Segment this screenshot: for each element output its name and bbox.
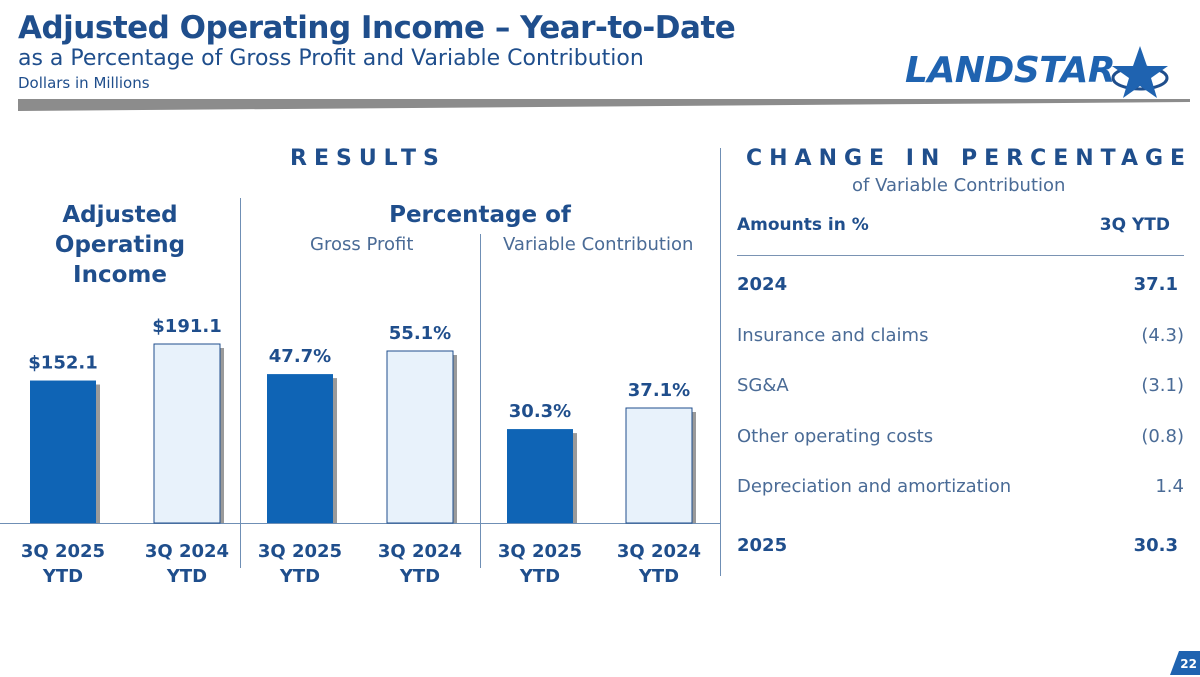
page-number: 22	[1170, 651, 1200, 675]
row-label: 2024	[737, 274, 788, 295]
income-group-title: Adjusted Operating Income	[54, 202, 186, 288]
table-rule	[737, 255, 1184, 256]
row-value: (4.3)	[1141, 324, 1184, 346]
change-table-header: Amounts in % 3Q YTD	[737, 205, 1184, 245]
bar	[30, 380, 96, 523]
row-value: (0.8)	[1141, 425, 1184, 447]
bar	[267, 374, 333, 523]
separator-change	[720, 148, 721, 576]
change-table-row: Insurance and claims (4.3)	[737, 313, 1184, 364]
row-value: (3.1)	[1141, 375, 1184, 396]
star-icon	[1111, 46, 1169, 98]
header-divider	[18, 99, 1190, 111]
change-table-row: Depreciation and amortization 1.4	[737, 464, 1184, 515]
units-note: Dollars in Millions	[18, 74, 150, 92]
page-subtitle: as a Percentage of Gross Profit and Vari…	[18, 46, 644, 71]
row-label: Insurance and claims	[737, 324, 929, 346]
row-value: 37.1	[1133, 274, 1178, 295]
separator-percentage	[480, 234, 481, 568]
bar	[386, 350, 454, 524]
variable-contribution-subtitle: Variable Contribution	[503, 234, 694, 255]
bar-value-label: $152.1	[28, 353, 97, 374]
change-table-row: Other operating costs (0.8)	[737, 414, 1184, 465]
separator-income	[240, 198, 241, 568]
landstar-logo: LANDSTAR	[905, 44, 1177, 104]
percentage-group-title: Percentage of	[389, 202, 571, 228]
results-heading: RESULTS	[290, 146, 446, 171]
col-value: 3Q YTD	[1099, 215, 1170, 235]
row-value: 30.3	[1133, 534, 1178, 556]
category-label: 3Q 2025 YTD	[498, 541, 582, 587]
category-label: 3Q 2025 YTD	[258, 541, 342, 587]
bar-value-label: 55.1%	[389, 323, 451, 344]
change-table-row: 2024 37.1	[737, 262, 1184, 313]
change-table-row: SG&A (3.1)	[737, 363, 1184, 414]
gross-profit-subtitle: Gross Profit	[310, 234, 414, 255]
row-label: Other operating costs	[737, 425, 934, 447]
change-table: Amounts in % 3Q YTD 2024 37.1 Insurance an…	[737, 205, 1184, 573]
row-label: Depreciation and amortization	[737, 476, 1012, 497]
row-value: 1.4	[1155, 476, 1184, 497]
chart-baseline	[0, 523, 720, 524]
bar	[507, 429, 573, 523]
category-label: 3Q 2024 YTD	[378, 541, 462, 587]
bar-value-label: 47.7%	[269, 346, 331, 367]
page-title: Adjusted Operating Income – Year-to-Date	[18, 10, 736, 46]
category-label: 3Q 2024 YTD	[145, 541, 229, 587]
change-table-row: 2025 30.3	[737, 523, 1184, 574]
results-bar-charts: $152.1 3Q 2025 YTD $191.1 3Q 2024 YTD 47.7% 3Q …	[21, 316, 701, 587]
bar-value-label: 30.3%	[509, 401, 571, 422]
bar-value-label: $191.1	[152, 316, 221, 337]
col-label: Amounts in %	[737, 215, 869, 235]
category-label: 3Q 2025 YTD	[21, 541, 105, 587]
category-label: 3Q 2024 YTD	[617, 541, 701, 587]
row-label: SG&A	[737, 375, 789, 396]
change-subheading: of Variable Contribution	[852, 175, 1066, 196]
bar	[153, 343, 221, 524]
row-label: 2025	[737, 534, 788, 556]
bar-value-label: 37.1%	[628, 380, 690, 401]
bar	[625, 407, 693, 524]
change-heading: CHANGE IN PERCENTAGE	[746, 146, 1193, 171]
logo-text: LANDSTAR	[905, 50, 1116, 91]
